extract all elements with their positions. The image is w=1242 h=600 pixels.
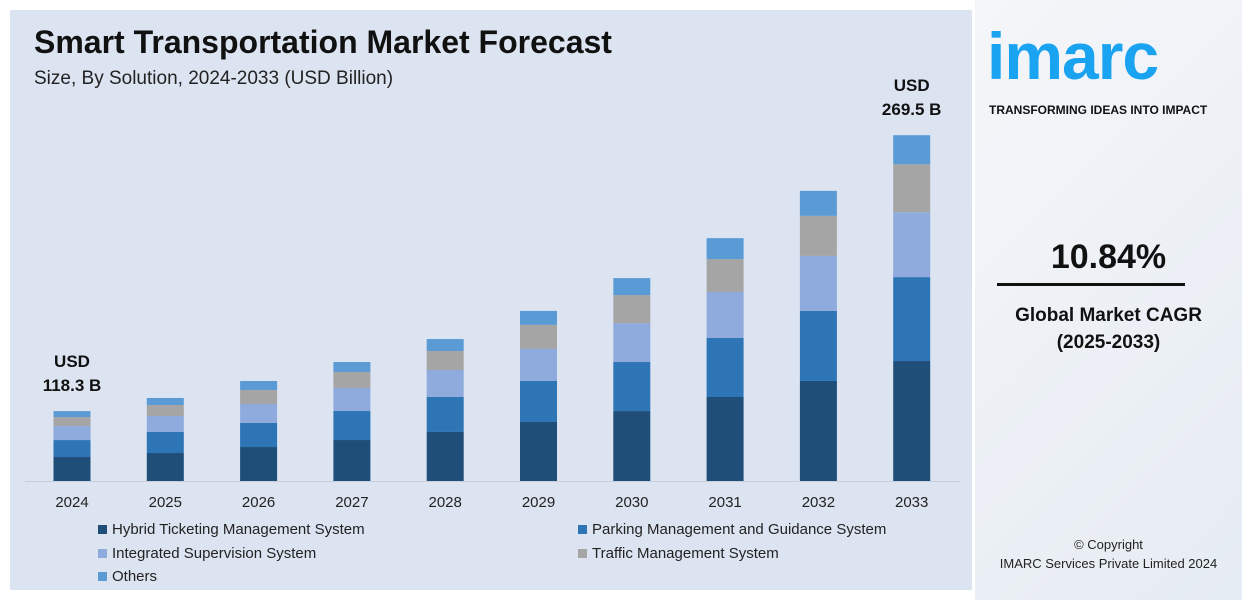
- bar-segment: [146, 453, 184, 481]
- bar-segment: [53, 440, 91, 458]
- bar-segment: [613, 411, 651, 481]
- bar-segment: [146, 397, 184, 405]
- legend-label: Integrated Supervision System: [112, 545, 317, 562]
- bar-segment: [333, 411, 371, 441]
- bar-segment: [893, 361, 931, 481]
- bar-segment: [706, 396, 744, 481]
- divider: [997, 283, 1185, 286]
- bar-segment: [240, 389, 278, 404]
- bar-segment: [799, 190, 837, 216]
- stacked-bar-chart: 2024 USD 118.3 B 2025 2026 2027 2028 2029 2030 20…: [25, 76, 960, 511]
- bar-segment: [520, 324, 557, 349]
- bar-segment: [893, 277, 931, 362]
- legend-label: Parking Management and Guidance System: [592, 521, 887, 538]
- bar-segment: [426, 396, 464, 432]
- bar-segment: [893, 164, 931, 213]
- bar-segment: [893, 135, 931, 165]
- total-label: USD: [54, 352, 90, 371]
- bar-segment: [240, 422, 278, 448]
- bar-segment: [520, 310, 557, 325]
- x-tick-label: 2032: [802, 494, 835, 511]
- x-tick-label: 2030: [615, 494, 648, 511]
- bar-segment: [426, 369, 464, 397]
- bar-segment: [146, 404, 184, 416]
- bar-segment: [333, 362, 371, 373]
- bar-segment: [799, 255, 837, 311]
- bar-segment: [706, 238, 744, 260]
- x-tick-label: 2028: [429, 494, 462, 511]
- x-tick-label: 2027: [335, 494, 368, 511]
- x-tick-label: 2033: [895, 494, 928, 511]
- bar-segment: [53, 417, 91, 427]
- bar-segment: [240, 447, 278, 481]
- bar-segment: [706, 292, 744, 338]
- bar-segment: [426, 350, 464, 370]
- x-tick-label: 2024: [55, 494, 88, 511]
- x-tick-label: 2025: [149, 494, 182, 511]
- x-tick-label: 2026: [242, 494, 275, 511]
- chart-title: Smart Transportation Market Forecast: [34, 24, 612, 60]
- bar-segment: [893, 212, 931, 278]
- bar-segment: [706, 337, 744, 397]
- bar-segment: [240, 381, 278, 390]
- bar-segment: [613, 295, 651, 324]
- legend-swatch: [98, 525, 107, 534]
- bar-segment: [333, 372, 371, 388]
- total-label: 118.3 B: [43, 376, 102, 395]
- bar-segment: [520, 380, 557, 422]
- copyright: © Copyright IMARC Services Private Limite…: [995, 535, 1222, 573]
- legend-item: Parking Management and Guidance System: [578, 521, 886, 538]
- bar-segment: [426, 339, 464, 351]
- bar-segment: [333, 440, 371, 481]
- bar-segment: [146, 431, 184, 454]
- legend-swatch: [578, 525, 587, 534]
- cagr-label-line2: (2025-2033): [1056, 332, 1161, 353]
- legend-item: Others: [98, 568, 157, 585]
- copyright-line2: IMARC Services Private Limited 2024: [999, 556, 1218, 571]
- legend-label: Hybrid Ticketing Management System: [112, 521, 365, 538]
- cagr-label: Global Market CAGR (2025-2033): [995, 302, 1222, 356]
- bar-segment: [799, 215, 837, 256]
- bar-segment: [706, 259, 744, 293]
- x-tick-label: 2029: [522, 494, 555, 511]
- chart-subtitle: Size, By Solution, 2024-2033 (USD Billio…: [34, 68, 394, 89]
- legend-item: Integrated Supervision System: [98, 545, 316, 562]
- bar-segment: [53, 457, 91, 481]
- bar-segment: [426, 431, 464, 481]
- total-label: 269.5 B: [882, 100, 942, 119]
- bar-segment: [240, 403, 278, 423]
- cagr-value: 10.84%: [1050, 238, 1167, 276]
- logo-tagline: TRANSFORMING IDEAS INTO IMPACT: [989, 103, 1208, 117]
- legend-swatch: [98, 572, 107, 581]
- imarc-logo: imarc: [987, 19, 1159, 93]
- bar-segment: [53, 411, 91, 418]
- bar-segment: [613, 362, 651, 412]
- bar-segment: [613, 278, 651, 296]
- legend-item: Traffic Management System: [578, 545, 779, 562]
- legend-swatch: [98, 549, 107, 558]
- bar-segment: [799, 310, 837, 381]
- cagr-label-line1: Global Market CAGR: [1015, 305, 1202, 326]
- legend-label: Traffic Management System: [592, 545, 779, 562]
- bar-segment: [520, 421, 557, 481]
- bar-segment: [53, 426, 91, 441]
- copyright-line1: © Copyright: [1074, 537, 1143, 552]
- bar-segment: [333, 387, 371, 412]
- bar-segment: [146, 415, 184, 432]
- legend-swatch: [578, 549, 587, 558]
- bar-segment: [613, 323, 651, 363]
- bar-segment: [520, 348, 557, 381]
- total-label: USD: [894, 76, 930, 95]
- legend-label: Others: [112, 568, 158, 585]
- x-tick-label: 2031: [708, 494, 741, 511]
- sidebar: imarc TRANSFORMING IDEAS INTO IMPACT 10.…: [975, 0, 1242, 600]
- legend-item: Hybrid Ticketing Management System: [98, 521, 365, 538]
- bar-segment: [799, 380, 837, 481]
